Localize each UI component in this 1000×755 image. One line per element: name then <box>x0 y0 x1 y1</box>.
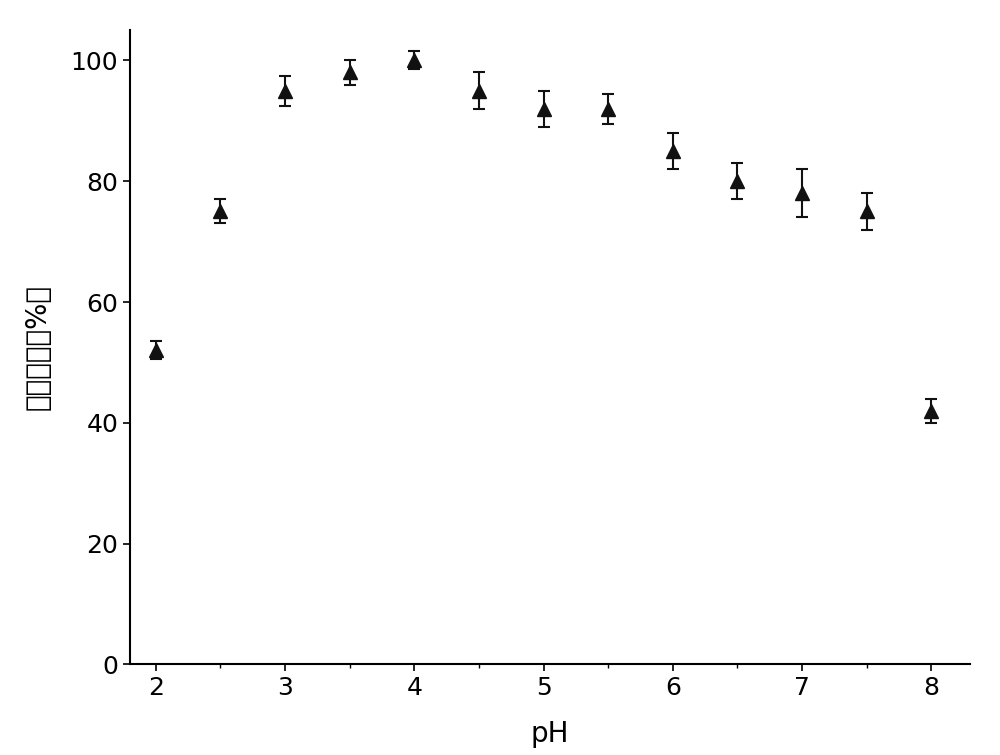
X-axis label: pH: pH <box>531 720 569 747</box>
Y-axis label: 相对酶活（%）: 相对酶活（%） <box>23 285 51 410</box>
